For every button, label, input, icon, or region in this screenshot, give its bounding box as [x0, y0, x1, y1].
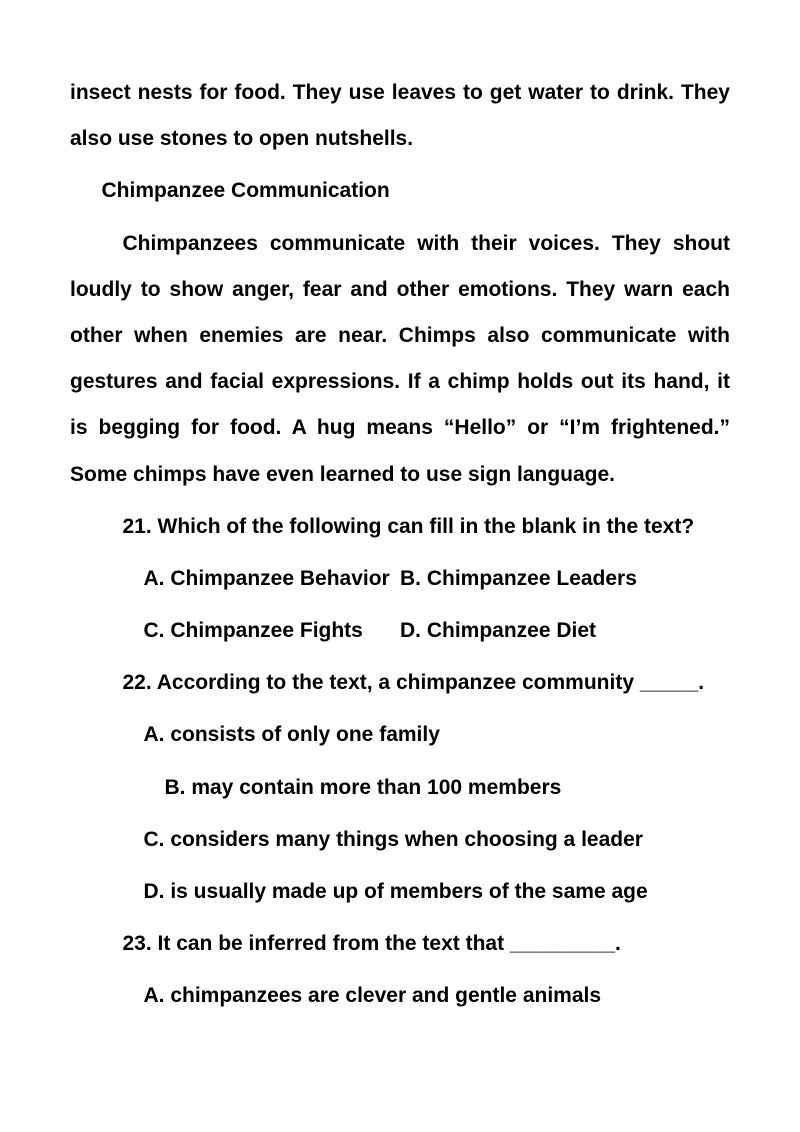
question-23-option-a: A. chimpanzees are clever and gentle ani… [70, 973, 730, 1019]
question-21-option-c: C. Chimpanzee Fights [70, 608, 400, 654]
question-22-stem: 22. According to the text, a chimpanzee … [70, 660, 730, 706]
body-paragraph-continuation: insect nests for food. They use leaves t… [70, 70, 730, 162]
question-21-option-a: A. Chimpanzee Behavior [70, 556, 400, 602]
question-22-option-d: D. is usually made up of members of the … [70, 869, 730, 915]
section-heading: Chimpanzee Communication [70, 168, 730, 214]
question-21-options-row-1: A. Chimpanzee Behavior B. Chimpanzee Lea… [70, 556, 730, 602]
question-23-stem: 23. It can be inferred from the text tha… [70, 921, 730, 967]
question-22-option-b: B. may contain more than 100 members [70, 765, 730, 811]
question-21-option-d: D. Chimpanzee Diet [400, 608, 596, 654]
question-21-options-row-2: C. Chimpanzee Fights D. Chimpanzee Diet [70, 608, 730, 654]
question-22-option-c: C. considers many things when choosing a… [70, 817, 730, 863]
question-22-option-a: A. consists of only one family [70, 712, 730, 758]
question-21-stem: 21. Which of the following can fill in t… [70, 504, 730, 550]
question-21-option-b: B. Chimpanzee Leaders [400, 556, 637, 602]
body-paragraph: Chimpanzees communicate with their voice… [70, 221, 730, 498]
document-page: insect nests for food. They use leaves t… [0, 0, 800, 1020]
